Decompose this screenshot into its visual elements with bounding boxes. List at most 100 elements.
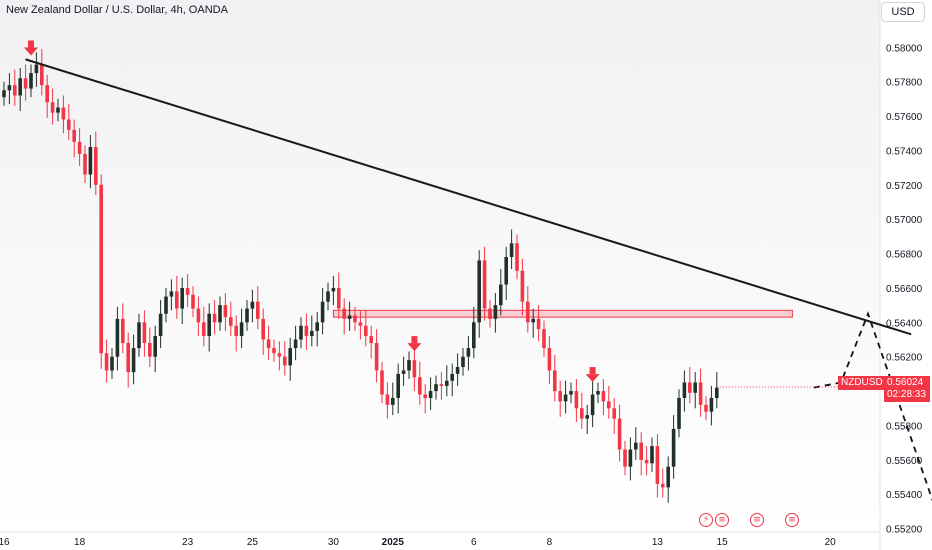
candle-body [180,287,184,309]
candle-body [94,147,98,185]
candle-body [504,257,508,285]
candle-body [164,296,168,314]
candle-body [428,391,433,398]
candle-body [110,356,114,371]
candle-body [272,348,276,354]
candle-body [455,367,460,374]
candle-body [493,305,498,319]
candle-body [553,370,557,392]
x-tick-label: 15 [717,537,729,548]
candle-body [661,483,665,488]
candle-body [623,449,627,467]
x-tick-label: 25 [247,537,259,548]
candle-body [7,85,12,91]
candle-body [202,322,206,337]
candle-body [256,301,260,319]
candle-body [304,325,309,337]
candle-body [34,64,39,74]
candle-body [261,318,265,340]
candle-body [526,301,530,323]
candle-body [396,373,400,398]
candle-body [115,318,120,357]
candle-body [234,325,238,337]
candle-body [29,73,33,89]
candle-body [50,102,55,113]
us-flag-icon[interactable]: ≡ [785,513,799,527]
candle-body [299,325,303,340]
candle-body [677,397,681,429]
candle-body [331,287,336,292]
candle-body [13,85,17,96]
y-tick-label: 0.55200 [886,525,923,536]
candle-body [671,428,676,467]
candle-body [461,356,465,368]
candle-body [369,336,373,343]
candle-body [380,370,384,395]
down-arrow-marker [585,374,600,383]
plot-area [0,0,880,532]
us-flag-icon[interactable]: ≡ [715,513,729,527]
candle-body [45,85,49,103]
candle-body [2,90,6,98]
candle-body [218,305,222,323]
y-tick-label: 0.56200 [886,353,923,364]
candle-body [515,243,519,271]
candle-body [477,260,481,323]
candle-body [569,391,573,395]
down-arrow-marker [407,343,422,352]
candle-body [542,329,546,349]
candle-body [142,322,147,343]
candle-body [288,348,292,366]
candle-body [266,339,271,349]
resistance-zone [332,309,793,318]
candle-body [169,291,174,297]
candle-body [644,459,649,464]
y-tick-label: 0.56800 [886,250,923,261]
candle-body [207,313,211,337]
candle-body [482,260,487,309]
bar-countdown: 02:28:33 [887,389,926,400]
candle-body [83,153,87,175]
candle-body [693,382,697,393]
us-flag-icon[interactable]: ≡ [750,513,764,527]
x-tick-label: 6 [471,537,477,548]
candle-body [158,313,163,337]
candle-body [245,308,249,323]
candle-body [709,397,714,412]
candle-body [131,348,136,373]
currency-button[interactable]: USD [881,2,925,22]
candle-body [488,308,492,319]
candle-body [407,360,411,371]
candle-body [650,446,654,464]
candle-body [358,322,363,326]
candle-body [72,129,76,142]
candle-body [342,308,346,319]
candle-body [628,449,633,467]
candle-body [126,342,130,373]
x-tick-label: 23 [182,537,194,548]
candle-body [18,78,22,96]
candle-body [283,356,287,366]
candle-body [337,287,341,309]
candle-body [401,370,406,374]
y-tick-label: 0.57000 [886,215,923,226]
candle-body [585,415,589,419]
candle-body [212,313,217,323]
candle-body [175,291,179,309]
candle-body [67,119,71,130]
candle-body [423,394,427,398]
candle-body [596,391,600,395]
y-tick-label: 0.57800 [886,78,923,89]
candle-body [412,360,417,378]
y-tick-label: 0.57400 [886,146,923,157]
candle-body [364,325,368,337]
candle-body [121,318,125,343]
flash-icon[interactable]: ⚡ [699,513,713,527]
candle-body [639,442,643,460]
y-tick-label: 0.55800 [886,421,923,432]
candle-body [418,377,422,395]
candle-body [558,391,562,402]
candle-body [229,317,233,326]
candle-body [391,397,395,405]
